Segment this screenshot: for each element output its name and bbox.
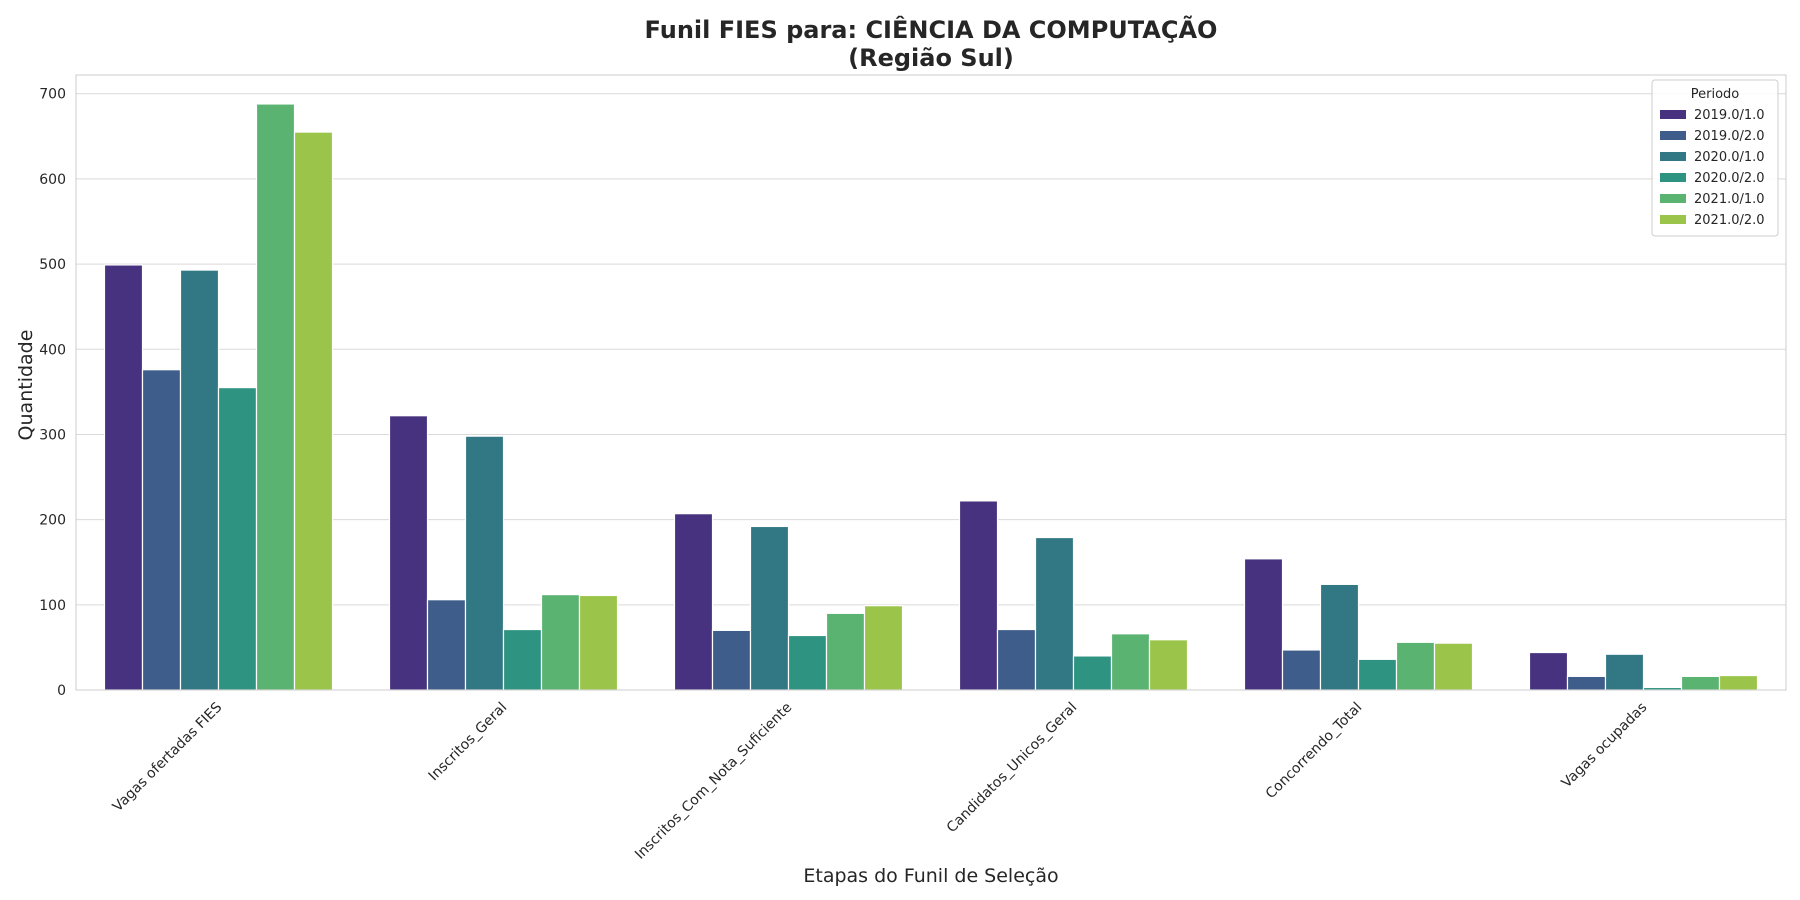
bar	[1281, 649, 1322, 691]
x-tick-labels: Vagas ofertadas FIES Inscritos_Geral Inscr…	[110, 699, 1651, 862]
legend-label: 2020.0/1.0	[1694, 150, 1765, 165]
y-tick-label: 600	[39, 172, 66, 188]
x-tick-label: Concorrendo_Total	[1263, 700, 1366, 803]
legend-label: 2021.0/2.0	[1694, 213, 1765, 228]
bar	[293, 131, 334, 691]
bar	[1718, 674, 1759, 691]
bar	[1148, 639, 1189, 691]
y-axis-label: Quantidade	[15, 330, 37, 441]
legend-swatch	[1660, 110, 1686, 119]
bars	[103, 103, 1759, 691]
bar	[388, 415, 429, 691]
legend-label: 2019.0/2.0	[1694, 129, 1765, 144]
bar	[578, 594, 619, 691]
y-tick-label: 400	[39, 342, 66, 358]
bar	[863, 605, 904, 691]
bar	[502, 628, 543, 691]
bar	[1528, 651, 1569, 691]
gridlines	[76, 93, 1786, 691]
legend-swatch	[1660, 152, 1686, 161]
bar	[711, 629, 752, 691]
chart-title-line1: Funil FIES para: CIÊNCIA DA COMPUTAÇÃO	[645, 15, 1218, 44]
legend-label: 2019.0/1.0	[1694, 108, 1765, 123]
legend: Periodo 2019.0/1.02019.0/2.02020.0/1.020…	[1651, 79, 1779, 237]
bar	[1034, 536, 1075, 691]
y-tick-label: 0	[57, 683, 66, 699]
legend-swatch	[1660, 194, 1686, 203]
x-axis-label: Etapas do Funil de Seleção	[803, 865, 1058, 887]
bar	[787, 634, 828, 691]
bar	[1243, 558, 1284, 691]
bar	[749, 525, 790, 691]
bar	[673, 513, 714, 691]
bar	[1433, 642, 1474, 691]
x-tick-label: Inscritos_Geral	[426, 700, 511, 785]
y-tick-label: 300	[39, 427, 66, 443]
bar	[179, 269, 220, 691]
y-tick-label: 500	[39, 257, 66, 273]
legend-title: Periodo	[1691, 87, 1740, 102]
bar	[255, 103, 296, 691]
bar	[1110, 633, 1151, 691]
legend-swatch	[1660, 131, 1686, 140]
bar	[141, 369, 182, 691]
bar	[426, 599, 467, 691]
legend-label: 2021.0/1.0	[1694, 192, 1765, 207]
bar	[1680, 675, 1721, 691]
legend-swatch	[1660, 215, 1686, 224]
bar	[1072, 655, 1113, 691]
chart-title-line2: (Região Sul)	[848, 44, 1014, 72]
bar	[996, 628, 1037, 691]
bar	[1566, 675, 1607, 691]
x-tick-label: Inscritos_Com_Nota_Suficiente	[632, 700, 795, 863]
legend-label: 2020.0/2.0	[1694, 171, 1765, 186]
x-tick-label: Vagas ofertadas FIES	[110, 699, 226, 815]
bar	[540, 593, 581, 691]
bar	[464, 435, 505, 691]
plot-frame	[75, 74, 1787, 691]
legend-items: 2019.0/1.0 2019.0/2.0 2020.0/1.0 2020.0/2.0…	[1660, 108, 1765, 228]
bar	[217, 387, 258, 691]
bar	[1357, 658, 1398, 691]
bar	[1395, 641, 1436, 691]
bar	[958, 500, 999, 691]
bar	[103, 264, 144, 691]
bar	[1604, 653, 1645, 691]
bar	[1319, 583, 1360, 691]
legend-swatch	[1660, 173, 1686, 182]
y-tick-label: 200	[39, 513, 66, 529]
y-tick-labels: 0 100 200 300 400 500 600 700	[39, 87, 66, 699]
x-tick-label: Candidatos_Unicos_Geral	[944, 700, 1081, 837]
bar	[825, 612, 866, 691]
y-tick-label: 700	[39, 87, 66, 103]
x-tick-label: Vagas ocupadas	[1559, 700, 1651, 792]
y-tick-label: 100	[39, 598, 66, 614]
